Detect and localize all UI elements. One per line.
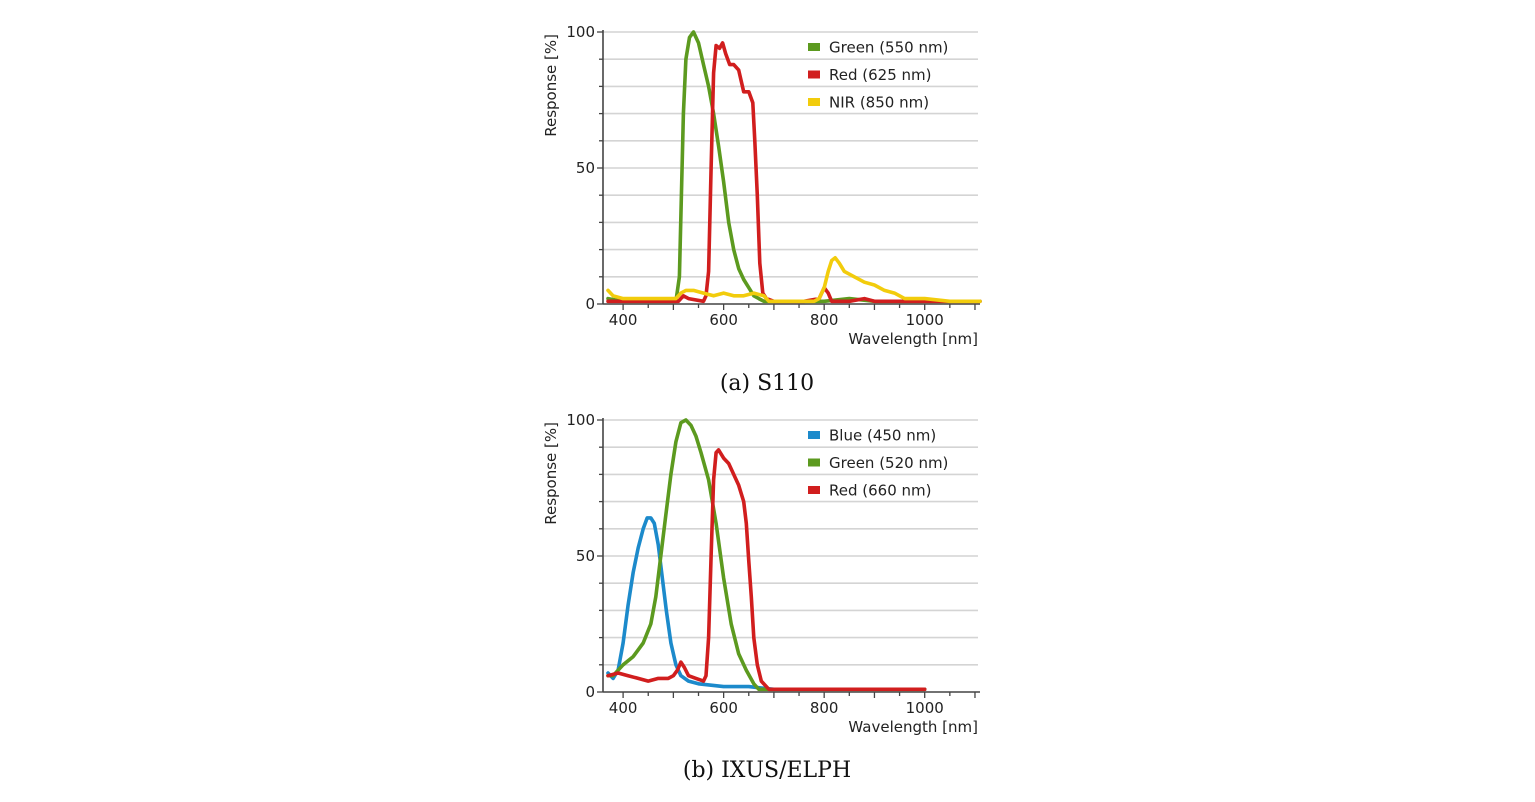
x-tick-label: 800	[810, 311, 839, 329]
series-line-3	[606, 256, 982, 304]
x-tick-label: 1000	[906, 311, 944, 329]
y-tick-label: 0	[585, 683, 595, 701]
series-line-1	[606, 516, 927, 692]
legend-label: NIR (850 nm)	[829, 94, 929, 112]
y-axis-title: Response [%]	[542, 34, 560, 137]
legend-swatch	[808, 98, 820, 106]
legend-label: Green (520 nm)	[829, 454, 948, 472]
x-tick-label: 1000	[906, 699, 944, 717]
series-line-3	[606, 448, 927, 692]
x-tick-label: 600	[709, 699, 738, 717]
legend-swatch	[808, 70, 820, 79]
legend-label: Red (660 nm)	[829, 482, 932, 500]
series-line-2	[606, 41, 982, 304]
legend-swatch	[808, 458, 820, 467]
y-tick-label: 100	[566, 23, 595, 41]
x-axis-title: Wavelength [nm]	[848, 718, 978, 736]
y-tick-label: 50	[576, 547, 595, 565]
legend-swatch	[808, 43, 820, 51]
y-tick-label: 50	[576, 159, 595, 177]
x-tick-label: 400	[609, 311, 638, 329]
x-axis-title: Wavelength [nm]	[848, 330, 978, 348]
legend-swatch	[808, 486, 820, 494]
chart-caption: (a) S110	[720, 371, 814, 396]
x-tick-label: 600	[709, 311, 738, 329]
series-line-2	[606, 418, 927, 692]
y-tick-label: 100	[566, 411, 595, 429]
x-tick-label: 400	[609, 699, 638, 717]
y-tick-label: 0	[585, 295, 595, 313]
y-axis-title: Response [%]	[542, 422, 560, 525]
chart-caption: (b) IXUS/ELPH	[683, 758, 851, 783]
legend-swatch	[808, 431, 820, 439]
legend-label: Red (625 nm)	[829, 66, 932, 84]
legend-label: Green (550 nm)	[829, 39, 948, 57]
x-tick-label: 800	[810, 699, 839, 717]
legend-label: Blue (450 nm)	[829, 427, 936, 445]
